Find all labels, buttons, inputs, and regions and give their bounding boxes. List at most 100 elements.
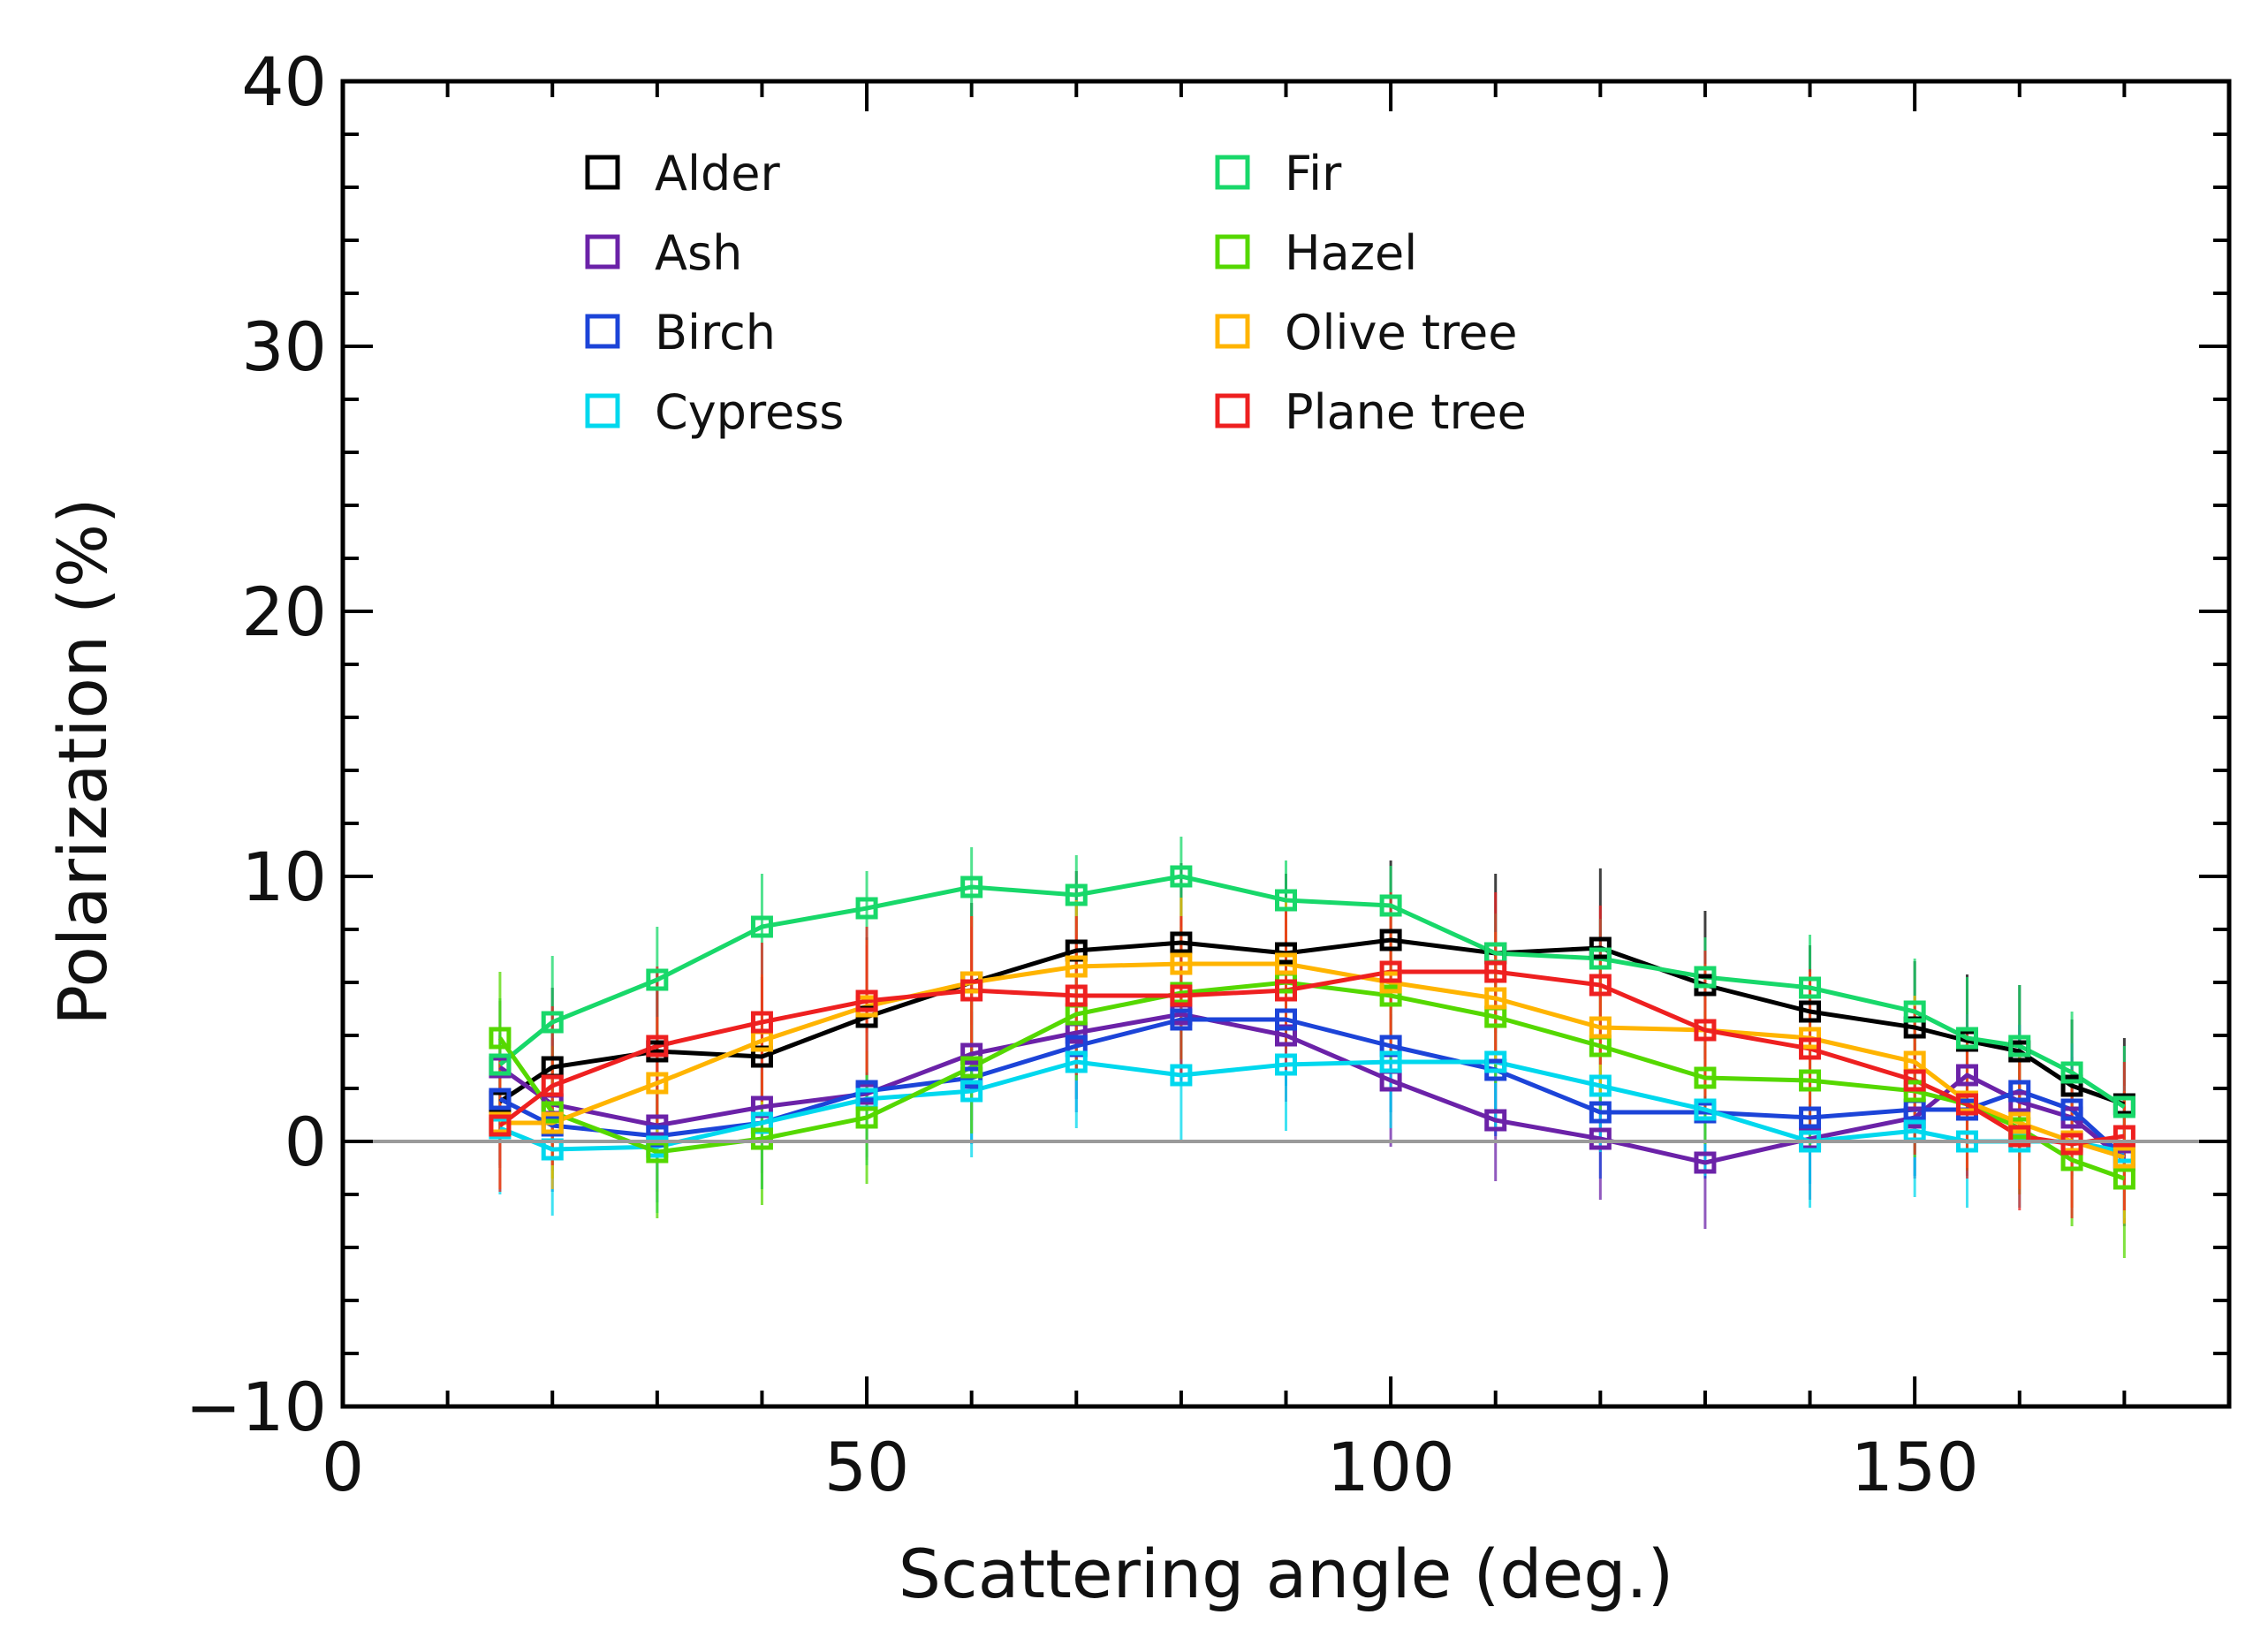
marker-plane-tree (750, 1011, 773, 1034)
marker-birch (1589, 1101, 1612, 1124)
legend-label-ash: Ash (655, 225, 742, 281)
marker-alder (1799, 1000, 1822, 1023)
marker-hazel (750, 1127, 773, 1150)
marker-cypress (1379, 1050, 1402, 1073)
marker-birch (2060, 1098, 2083, 1121)
marker-olive-tree (1275, 952, 1297, 975)
marker-plane-tree (1903, 1069, 1926, 1092)
marker-ash (1694, 1151, 1717, 1174)
marker-plane-tree (960, 979, 983, 1002)
marker-plane-tree (855, 989, 878, 1012)
marker-fir (2008, 1035, 2031, 1058)
marker-cypress (1170, 1064, 1193, 1087)
legend-swatch-hazel (1215, 234, 1250, 269)
marker-plane-tree (2008, 1125, 2031, 1148)
marker-plane-tree (1799, 1037, 1822, 1060)
marker-cypress (1275, 1053, 1297, 1076)
legend-swatch-birch (585, 314, 620, 349)
marker-fir (1589, 947, 1612, 970)
x-tick-label: 50 (824, 1428, 910, 1506)
marker-hazel (1379, 984, 1402, 1007)
marker-hazel (2113, 1167, 2135, 1190)
marker-ash (1589, 1127, 1612, 1150)
marker-olive-tree (541, 1111, 564, 1134)
marker-fir (1694, 966, 1717, 989)
marker-alder (2060, 1074, 2083, 1097)
marker-olive-tree (1484, 987, 1507, 1010)
x-tick-label: 0 (322, 1428, 364, 1506)
legend-label-cypress: Cypress (655, 384, 844, 440)
legend-swatch-plane-tree (1215, 393, 1250, 428)
marker-fir (1379, 894, 1402, 917)
y-tick-label: 10 (241, 838, 327, 916)
marker-cypress (1694, 1098, 1717, 1121)
marker-hazel (1694, 1066, 1717, 1089)
marker-fir (1799, 976, 1822, 999)
marker-cypress (960, 1080, 983, 1103)
series-line-plane-tree (498, 969, 2125, 1147)
series-line-ash (498, 1012, 2126, 1165)
marker-fir (1275, 889, 1297, 912)
marker-fir (1955, 1027, 1978, 1050)
marker-plane-tree (1379, 960, 1402, 983)
marker-fir (1170, 865, 1193, 888)
series-lines-layer (497, 874, 2127, 1181)
marker-plane-tree (2113, 1125, 2135, 1148)
series-line-hazel (497, 980, 2126, 1181)
marker-cypress (1484, 1050, 1507, 1073)
legend-label-hazel: Hazel (1285, 225, 1417, 281)
marker-fir (855, 897, 878, 920)
x-axis-title: Scattering angle (deg.) (899, 1535, 1674, 1613)
marker-birch (2008, 1080, 2031, 1103)
series-line-cypress (498, 1059, 2125, 1155)
y-tick-label: 30 (241, 307, 327, 386)
marker-cypress (1065, 1050, 1088, 1073)
marker-fir (2060, 1061, 2083, 1084)
marker-fir (489, 1053, 512, 1076)
marker-hazel (960, 1056, 983, 1079)
y-tick-label: 40 (241, 42, 327, 121)
marker-olive-tree (1065, 955, 1088, 978)
marker-fir (541, 1011, 564, 1034)
marker-plane-tree (646, 1035, 669, 1058)
marker-fir (960, 876, 983, 898)
marker-hazel (1799, 1069, 1822, 1092)
marker-fir (750, 915, 773, 938)
marker-fir (1903, 1000, 1926, 1023)
legend-label-olive-tree: Olive tree (1285, 305, 1518, 360)
y-tick-label: 20 (241, 572, 327, 651)
y-tick-label: −10 (186, 1368, 327, 1446)
marker-ash (1484, 1109, 1507, 1132)
marker-olive-tree (1589, 1016, 1612, 1039)
marker-plane-tree (1955, 1093, 1978, 1116)
legend-swatch-ash (585, 234, 620, 269)
x-tick-label: 150 (1851, 1428, 1979, 1506)
marker-olive-tree (2008, 1111, 2031, 1134)
marker-olive-tree (2113, 1146, 2135, 1169)
marker-plane-tree (489, 1114, 512, 1137)
marker-cypress (1589, 1074, 1612, 1097)
legend-swatch-cypress (585, 393, 620, 428)
series-line-alder (498, 937, 2126, 1107)
marker-fir (1065, 883, 1088, 906)
legend-label-alder: Alder (655, 146, 780, 201)
marker-hazel (855, 1106, 878, 1129)
marker-alder (1170, 931, 1193, 954)
legend: Alder Ash Birch Cypress Fir Hazel Olive tree Pl… (585, 146, 1527, 440)
legend-label-birch: Birch (655, 305, 776, 360)
legend-swatch-alder (585, 155, 620, 190)
marker-birch (1799, 1106, 1822, 1129)
marker-plane-tree (1275, 979, 1297, 1002)
marker-birch (1275, 1008, 1297, 1031)
y-tick-label: 0 (284, 1103, 327, 1181)
markers-layer (489, 865, 2135, 1190)
marker-plane-tree (1065, 984, 1088, 1007)
marker-plane-tree (1170, 984, 1193, 1007)
marker-fir (646, 968, 669, 991)
legend-label-plane-tree: Plane tree (1285, 384, 1527, 440)
marker-plane-tree (1484, 960, 1507, 983)
marker-fir (2113, 1095, 2135, 1118)
